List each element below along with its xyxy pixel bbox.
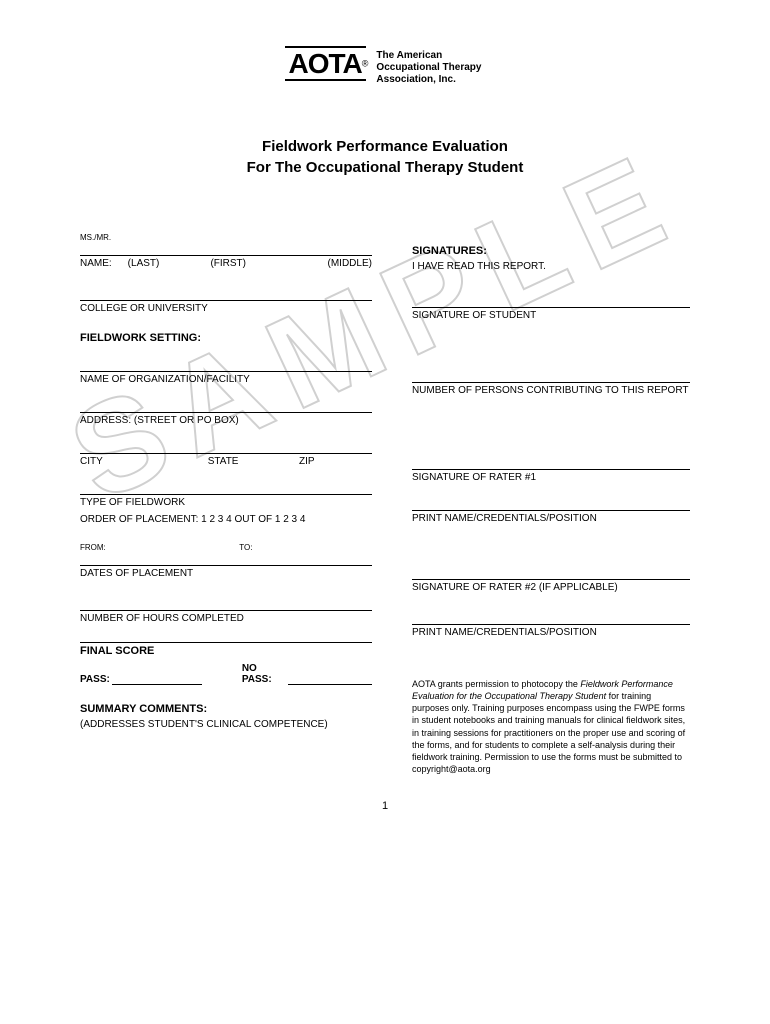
college-label: COLLEGE OR UNIVERSITY [80,303,372,314]
title-line1: Fieldwork Performance Evaluation [80,136,690,157]
logo-registered: ® [362,59,369,69]
nopass-label: NO PASS: [242,663,286,685]
summary-sub: (ADDRESSES STUDENT'S CLINICAL COMPETENCE… [80,719,372,730]
logo-line1: The American [376,50,481,62]
state-label: STATE [208,456,299,467]
org-input-line[interactable] [80,358,372,372]
logo-mark: AOTA [289,48,362,79]
city-label: CITY [80,456,208,467]
footer-permission: AOTA grants permission to photocopy the … [412,678,690,775]
csz-input-line[interactable] [80,440,372,454]
title-line2: For The Occupational Therapy Student [80,157,690,178]
logo-header: AOTA® The American Occupational Therapy … [80,50,690,86]
print1-label: PRINT NAME/CREDENTIALS/POSITION [412,513,690,524]
logo-line3: Association, Inc. [376,74,481,86]
form-title: Fieldwork Performance Evaluation For The… [80,136,690,178]
logo-line2: Occupational Therapy [376,62,481,74]
print2-line[interactable] [412,611,690,625]
print2-label: PRINT NAME/CREDENTIALS/POSITION [412,627,690,638]
page-number: 1 [80,800,690,812]
type-fw-input-line[interactable] [80,481,372,495]
pass-label: PASS: [80,674,110,685]
final-score-head: FINAL SCORE [80,642,372,657]
name-label: NAME: [80,258,112,269]
org-label: NAME OF ORGANIZATION/FACILITY [80,374,372,385]
print1-line[interactable] [412,497,690,511]
left-column: MS./MR. NAME: (LAST) (FIRST) (MIDDLE) CO… [80,233,372,775]
rater2-sig-label: SIGNATURE OF RATER #2 (IF APPLICABLE) [412,582,690,593]
student-sig-label: SIGNATURE OF STUDENT [412,310,690,321]
address-input-line[interactable] [80,399,372,413]
footer-pre: AOTA grants permission to photocopy the [412,679,580,689]
first-label: (FIRST) [210,258,289,269]
rater2-sig-line[interactable] [412,566,690,580]
college-input-line[interactable] [80,287,372,301]
rater1-sig-line[interactable] [412,456,690,470]
last-label: (LAST) [116,258,207,269]
rater1-sig-label: SIGNATURE OF RATER #1 [412,472,690,483]
nopass-input-line[interactable] [288,673,372,685]
num-persons-line[interactable] [412,369,690,383]
read-report-label: I HAVE READ THIS REPORT. [412,261,690,272]
from-label: FROM: [80,543,239,552]
middle-label: (MIDDLE) [293,258,372,269]
dates-label: DATES OF PLACEMENT [80,568,372,579]
summary-head: SUMMARY COMMENTS: [80,703,372,715]
fieldwork-setting-head: FIELDWORK SETTING: [80,332,372,344]
num-persons-label: NUMBER OF PERSONS CONTRIBUTING TO THIS R… [412,385,690,396]
signatures-head: SIGNATURES: [412,245,690,257]
dates-input-line[interactable] [80,552,372,566]
address-label: ADDRESS: (STREET OR PO BOX) [80,415,372,426]
footer-post: for training purposes only. Training pur… [412,691,685,774]
msmr-label: MS./MR. [80,233,372,242]
order-placement: ORDER OF PLACEMENT: 1 2 3 4 OUT OF 1 2 3… [80,514,372,525]
student-sig-line[interactable] [412,294,690,308]
logo-text: The American Occupational Therapy Associ… [376,50,481,86]
right-column: SIGNATURES: I HAVE READ THIS REPORT. SIG… [412,233,690,775]
zip-label: ZIP [299,456,372,467]
type-fw-label: TYPE OF FIELDWORK [80,497,372,508]
hours-input-line[interactable] [80,597,372,611]
name-input-line[interactable] [80,242,372,256]
pass-input-line[interactable] [112,673,202,685]
hours-label: NUMBER OF HOURS COMPLETED [80,613,372,624]
to-label: TO: [239,543,372,552]
